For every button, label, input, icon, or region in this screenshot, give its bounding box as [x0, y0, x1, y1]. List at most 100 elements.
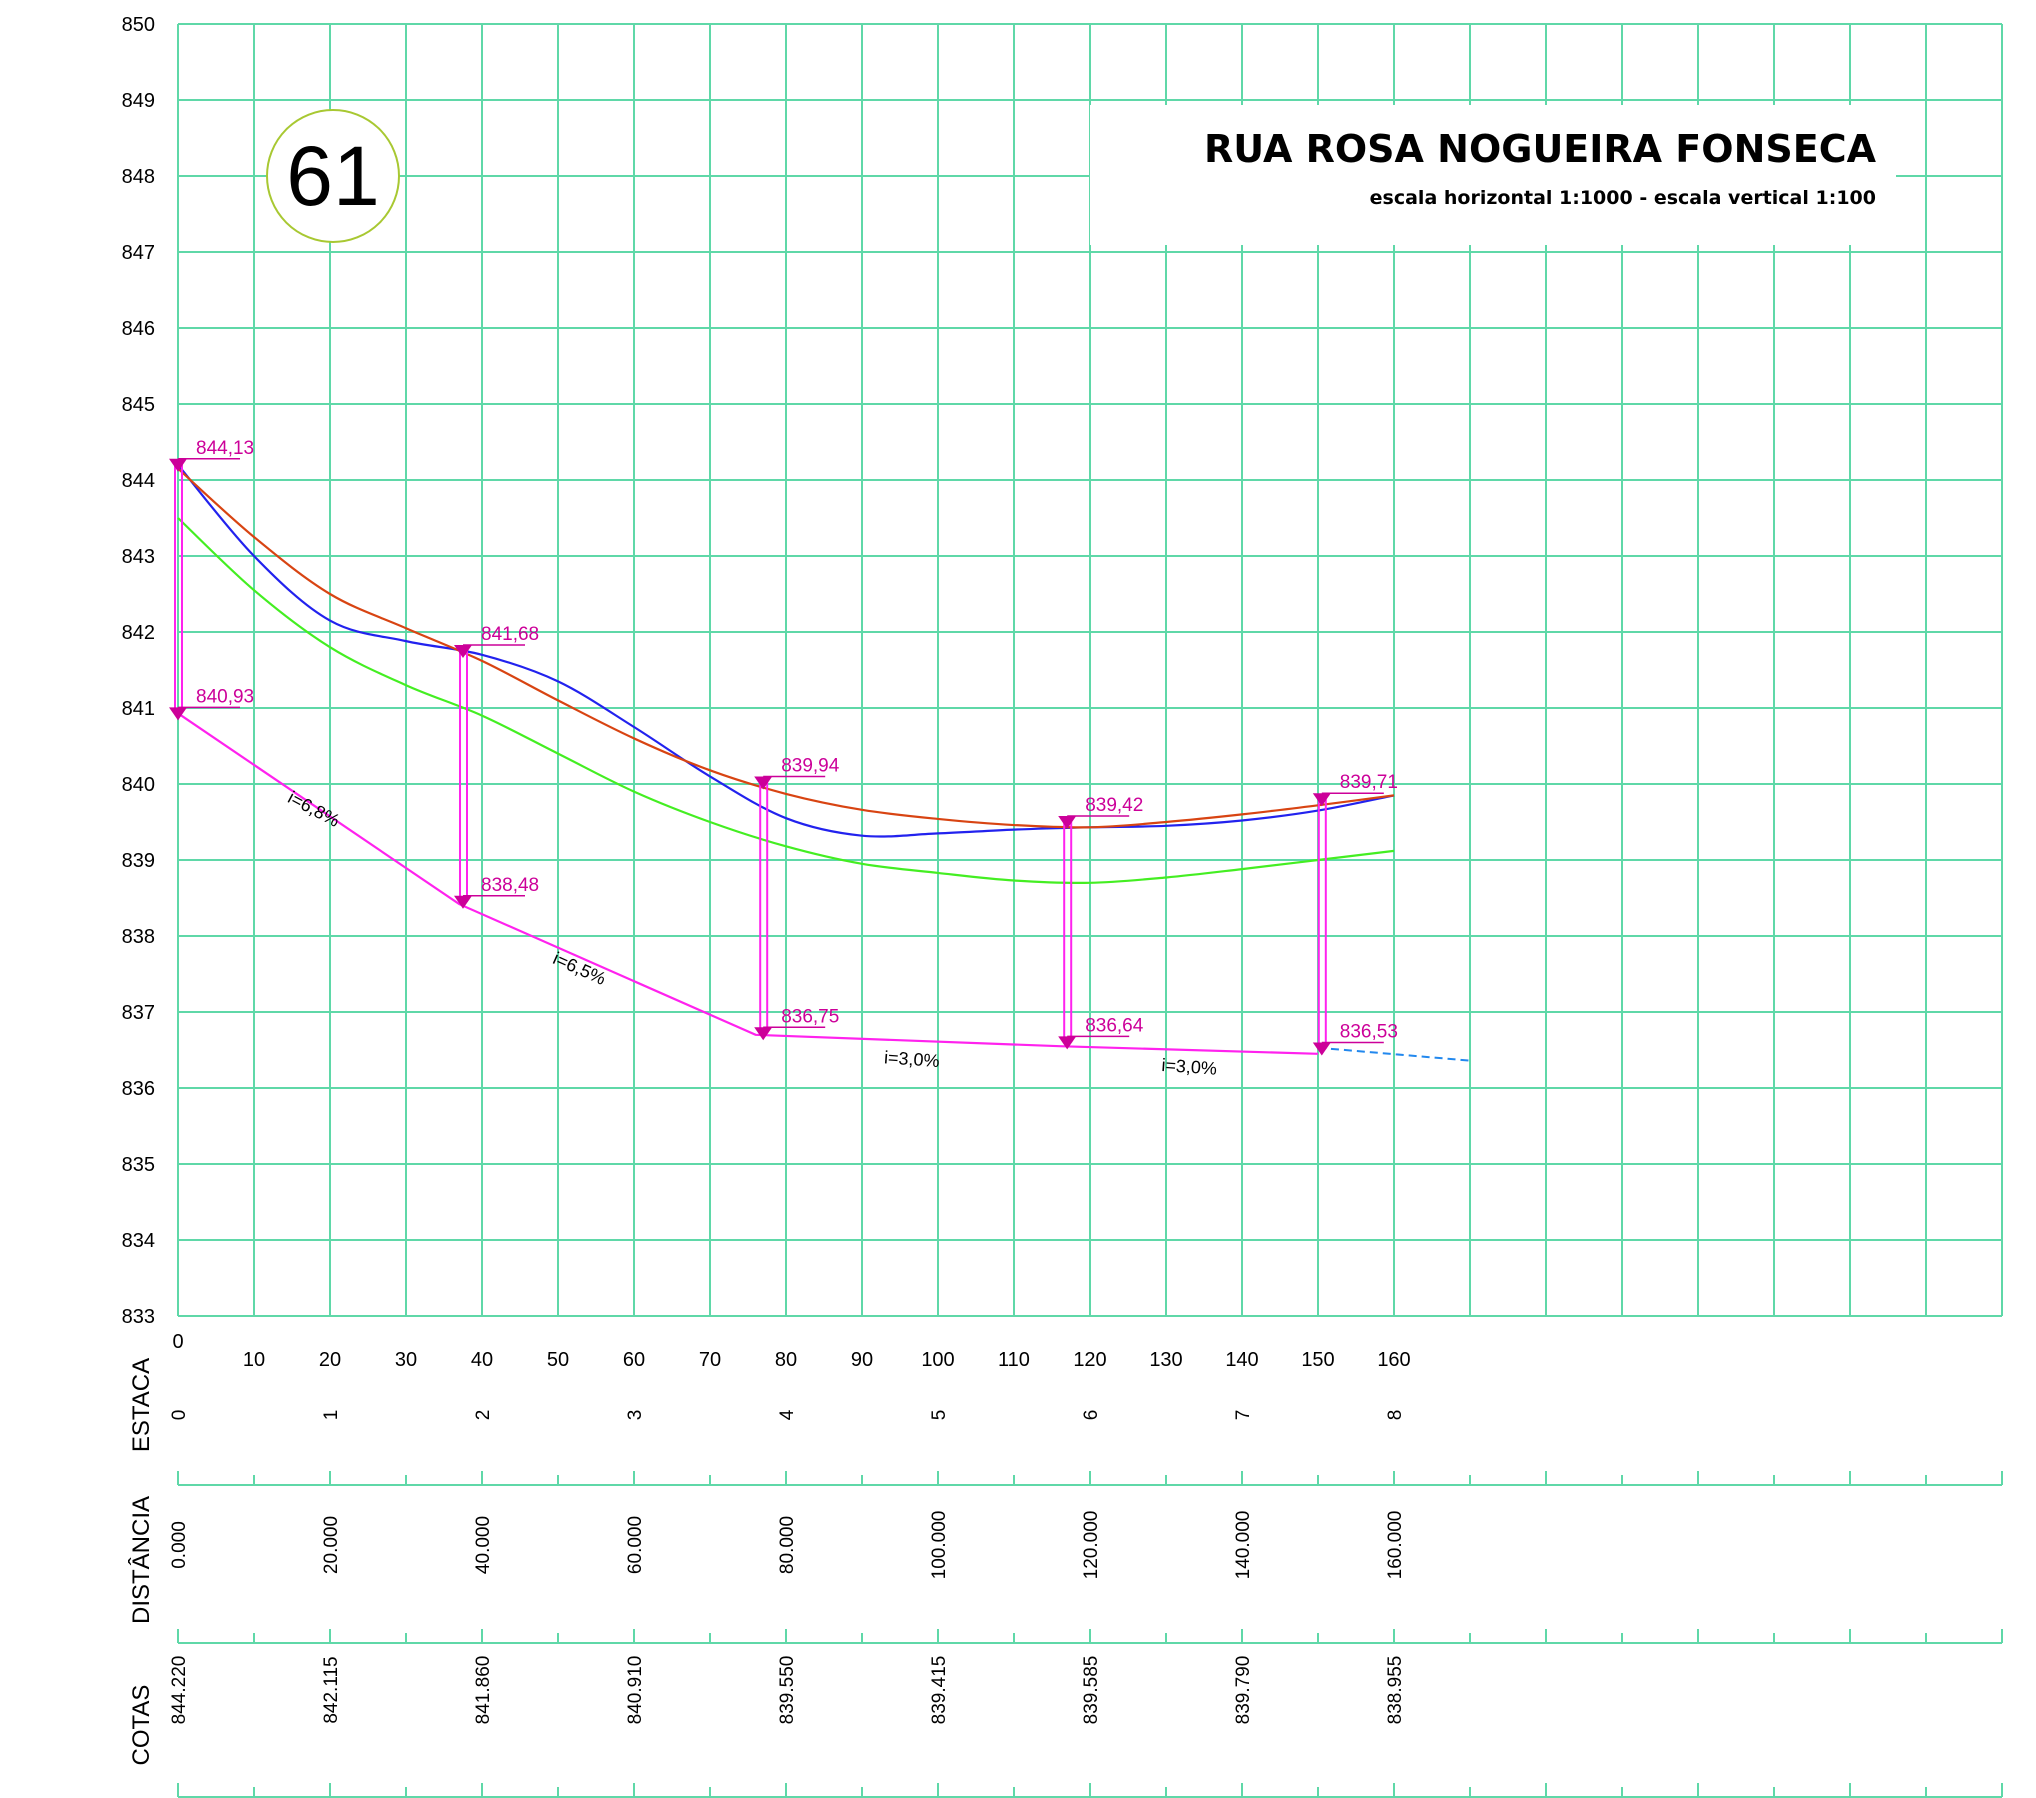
x-tick-label: 100 [921, 1349, 954, 1371]
y-tick-label: 847 [122, 242, 155, 264]
x-axis-tick-labels: 0 10 20 30 40 50 60 70 80 90 100 110 120 130 140 150 160 [172, 1331, 1410, 1371]
table-cell: 0.000 [169, 1521, 190, 1569]
table-row-label: ESTACA [128, 1358, 155, 1452]
table-cell: 80.000 [777, 1516, 798, 1574]
slope-label: i=3,0% [883, 1047, 940, 1071]
table-cell: 60.000 [625, 1516, 646, 1574]
manhole-invert-label: 836,53 [1340, 1021, 1398, 1042]
table-cell: 100.000 [929, 1511, 950, 1580]
x-tick-label: 140 [1225, 1349, 1258, 1371]
manhole-invert-marker [1058, 1036, 1077, 1050]
y-tick-label: 849 [122, 90, 155, 112]
x-tick-label: 90 [851, 1349, 873, 1371]
y-tick-label: 840 [122, 774, 155, 796]
table-cell: 40.000 [473, 1516, 494, 1574]
manhole-invert-marker [454, 895, 472, 909]
manholes: 844,13 840,93 841,68 838,48 839,94 836,75 839,… [169, 438, 1398, 1056]
y-tick-label: 848 [122, 166, 155, 188]
y-tick-label: 836 [122, 1078, 155, 1100]
slope-labels: i=6,8%i=6,5%i=3,0% i=3,0% [285, 787, 1218, 1078]
manhole-invert-label: 836,64 [1085, 1015, 1144, 1036]
x-tick-label: 10 [243, 1349, 265, 1371]
x-tick-label: 130 [1149, 1349, 1182, 1371]
y-tick-label: 844 [122, 470, 155, 492]
x-tick-label: 160 [1377, 1349, 1410, 1371]
y-tick-label: 834 [122, 1230, 155, 1252]
x-tick-label: 40 [471, 1349, 493, 1371]
manhole-top-marker [169, 458, 187, 472]
series-line-pipe [177, 712, 1319, 1055]
table-row-label: COTAS [128, 1685, 155, 1766]
manhole-top-marker [1058, 816, 1077, 829]
table-cell: 1 [321, 1410, 342, 1421]
manhole-invert-marker [754, 1027, 773, 1041]
table-cell: 7 [1233, 1410, 1254, 1421]
manhole-top-marker [754, 776, 773, 790]
station-table: ESTACA 0 1 2 3 4 5 6 7 8 DISTÂNCIA 0.000 20.000 40.00… [128, 1358, 2003, 1798]
title-block: RUA ROSA NOGUEIRA FONSECA escala horizon… [1090, 105, 1896, 245]
y-tick-label: 839 [122, 850, 155, 872]
y-tick-label: 850 [122, 14, 155, 36]
manhole-top-label: 844,13 [196, 438, 254, 459]
scale-subtitle: escala horizontal 1:1000 - escala vertic… [1369, 187, 1876, 209]
slope-label: i=6,8% [285, 787, 343, 831]
table-cell: 842.115 [321, 1656, 342, 1723]
y-tick-label: 846 [122, 318, 155, 340]
table-cell: 2 [473, 1410, 494, 1421]
table-cell: 839.550 [777, 1656, 798, 1725]
x-tick-label: 80 [775, 1349, 797, 1371]
x-tick-label: 0 [172, 1331, 183, 1353]
street-title: RUA ROSA NOGUEIRA FONSECA [1204, 127, 1876, 171]
manhole-invert-marker [1312, 1042, 1331, 1056]
table-cell: 160.000 [1385, 1511, 1406, 1580]
table-cell: 840.910 [625, 1656, 646, 1725]
manhole-top-marker [1312, 793, 1331, 807]
manhole-top-label: 839,94 [781, 755, 840, 776]
y-tick-label: 837 [122, 1002, 155, 1024]
manhole-top-label: 839,42 [1085, 795, 1143, 816]
table-cell: 3 [625, 1410, 646, 1421]
slope-label: i=3,0% [1161, 1055, 1218, 1079]
table-cell: 844.220 [169, 1656, 190, 1725]
table-row-label: DISTÂNCIA [128, 1496, 155, 1624]
table-cell: 140.000 [1233, 1511, 1254, 1580]
grid [177, 23, 2003, 1317]
table-cell: 6 [1081, 1410, 1102, 1421]
y-tick-label: 833 [122, 1306, 155, 1328]
x-tick-label: 20 [319, 1349, 341, 1371]
table-cell: 20.000 [321, 1516, 342, 1574]
y-tick-label: 835 [122, 1154, 155, 1176]
manhole-top-label: 841,68 [481, 624, 539, 645]
table-cell: 4 [777, 1409, 798, 1420]
x-tick-label: 150 [1301, 1349, 1334, 1371]
manhole-top-label: 839,71 [1340, 772, 1398, 793]
table-cell: 839.585 [1081, 1656, 1102, 1725]
x-tick-label: 120 [1073, 1349, 1106, 1371]
x-tick-label: 60 [623, 1349, 645, 1371]
sheet-number: 61 [286, 129, 380, 223]
table-cell: 839.790 [1233, 1656, 1254, 1725]
x-tick-label: 30 [395, 1349, 417, 1371]
x-tick-label: 70 [699, 1349, 721, 1371]
sheet-number-badge: 61 [266, 109, 400, 243]
x-tick-label: 110 [998, 1349, 1030, 1371]
table-cell: 839.415 [929, 1656, 950, 1725]
manhole-top-marker [454, 645, 472, 658]
table-cell: 5 [929, 1410, 950, 1421]
manhole-invert-label: 840,93 [196, 686, 254, 707]
manhole-invert-label: 836,75 [781, 1006, 839, 1027]
manhole-invert-marker [169, 707, 187, 721]
y-tick-label: 842 [122, 622, 155, 644]
y-tick-label: 838 [122, 926, 155, 948]
manhole-invert-label: 838,48 [481, 875, 539, 896]
table-cell: 838.955 [1385, 1656, 1406, 1725]
x-tick-label: 50 [547, 1349, 569, 1371]
table-cell: 841.860 [473, 1656, 494, 1725]
y-tick-label: 841 [122, 698, 155, 720]
y-tick-label: 843 [122, 546, 155, 568]
y-axis-tick-labels: 833 834 835 836 837 838 839 840 841 842 843 844 845 8… [122, 14, 155, 1328]
table-cell: 120.000 [1081, 1511, 1102, 1580]
table-cell: 8 [1385, 1410, 1406, 1421]
table-cell: 0 [169, 1410, 190, 1421]
